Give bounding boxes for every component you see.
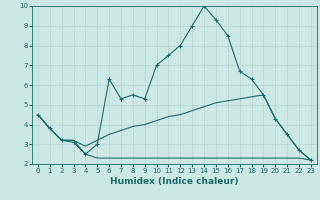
X-axis label: Humidex (Indice chaleur): Humidex (Indice chaleur) [110,177,239,186]
